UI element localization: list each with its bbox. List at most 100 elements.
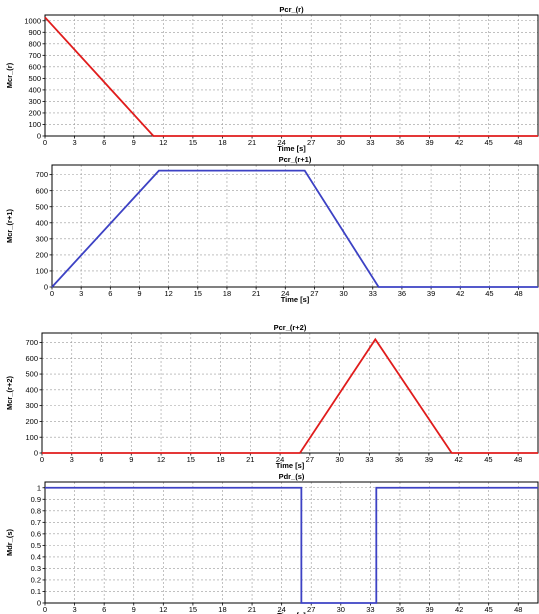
x-tick-label: 9 bbox=[137, 289, 141, 298]
x-tick-label: 27 bbox=[307, 138, 315, 147]
x-tick-label: 30 bbox=[339, 289, 347, 298]
y-tick-label: 100 bbox=[25, 433, 38, 442]
x-tick-label: 24 bbox=[276, 455, 284, 464]
series-line-1 bbox=[45, 486, 538, 604]
y-tick-label: 600 bbox=[35, 186, 48, 195]
series-line-1 bbox=[51, 169, 538, 288]
y-tick-label: 300 bbox=[28, 97, 41, 106]
x-tick-label: 0 bbox=[43, 605, 47, 614]
y-tick-label: 0.7 bbox=[31, 518, 41, 527]
y-tick-label: 700 bbox=[25, 338, 38, 347]
x-tick-label: 24 bbox=[281, 289, 289, 298]
y-tick-label: 0 bbox=[37, 132, 41, 141]
y-tick-label: 100 bbox=[28, 120, 41, 129]
x-tick-label: 39 bbox=[425, 605, 433, 614]
y-axis-title: Mdr_(s) bbox=[5, 528, 14, 556]
x-tick-label: 30 bbox=[337, 605, 345, 614]
x-tick-label: 42 bbox=[454, 455, 462, 464]
plot-background bbox=[45, 482, 538, 603]
x-tick-label: 0 bbox=[43, 138, 47, 147]
chart-panel-3: 0 3 6 9 12 15 18 21 24 27 30 33 36 39 42 45 480100200300… bbox=[5, 323, 539, 470]
y-tick-label: 200 bbox=[25, 417, 38, 426]
chart-panel-2: 0 3 6 9 12 15 18 21 24 27 30 33 36 39 42 45 480100200300… bbox=[5, 155, 539, 304]
x-tick-label: 27 bbox=[307, 605, 315, 614]
x-tick-label: 36 bbox=[398, 289, 406, 298]
x-tick-label: 27 bbox=[306, 455, 314, 464]
x-axis-title: Time [s] bbox=[277, 144, 306, 153]
x-tick-label: 48 bbox=[514, 455, 522, 464]
x-axis-title: Time [s] bbox=[281, 295, 310, 304]
x-tick-label: 42 bbox=[456, 289, 464, 298]
y-tick-label: 900 bbox=[28, 28, 41, 37]
x-tick-label: 15 bbox=[189, 138, 197, 147]
x-tick-label: 33 bbox=[366, 605, 374, 614]
y-tick-label: 1000 bbox=[24, 16, 41, 25]
y-tick-label: 0.6 bbox=[31, 529, 41, 538]
y-tick-label: 100 bbox=[35, 267, 48, 276]
x-tick-label: 21 bbox=[252, 289, 260, 298]
y-tick-label: 700 bbox=[28, 51, 41, 60]
x-tick-label: 6 bbox=[99, 455, 103, 464]
chart-title: Pdr_(s) bbox=[279, 472, 305, 481]
y-axis-title: Mcr_(r+1) bbox=[5, 209, 14, 243]
x-tick-label: 30 bbox=[337, 138, 345, 147]
x-tick-label: 27 bbox=[310, 289, 318, 298]
x-tick-label: 15 bbox=[187, 455, 195, 464]
x-tick-label: 12 bbox=[159, 605, 167, 614]
x-tick-label: 21 bbox=[248, 138, 256, 147]
x-tick-label: 45 bbox=[484, 455, 492, 464]
x-tick-label: 45 bbox=[485, 138, 493, 147]
x-axis-title: Time [s] bbox=[277, 611, 306, 614]
y-tick-label: 0.3 bbox=[31, 564, 41, 573]
y-tick-label: 600 bbox=[28, 62, 41, 71]
x-tick-label: 24 bbox=[277, 138, 285, 147]
y-tick-label: 600 bbox=[25, 354, 38, 363]
x-tick-label: 3 bbox=[72, 605, 76, 614]
y-tick-label: 0.2 bbox=[31, 576, 41, 585]
x-tick-label: 36 bbox=[396, 605, 404, 614]
x-tick-label: 39 bbox=[425, 138, 433, 147]
y-tick-label: 200 bbox=[35, 250, 48, 259]
plot-frame bbox=[51, 164, 539, 288]
x-tick-label: 6 bbox=[102, 138, 106, 147]
series-line-1 bbox=[44, 16, 538, 137]
y-axis-title: Mcr_(r) bbox=[5, 62, 14, 88]
x-axis-title: Time [s] bbox=[276, 461, 305, 470]
chart-title: Pcr_(r+1) bbox=[279, 155, 312, 164]
x-tick-label: 18 bbox=[216, 455, 224, 464]
y-tick-label: 0.8 bbox=[31, 506, 41, 515]
x-tick-label: 42 bbox=[455, 138, 463, 147]
x-tick-label: 3 bbox=[79, 289, 83, 298]
x-tick-label: 42 bbox=[455, 605, 463, 614]
x-tick-label: 3 bbox=[72, 138, 76, 147]
y-tick-label: 300 bbox=[35, 234, 48, 243]
x-tick-label: 18 bbox=[218, 138, 226, 147]
series-line-1 bbox=[42, 337, 538, 454]
x-tick-label: 36 bbox=[395, 455, 403, 464]
x-tick-label: 3 bbox=[70, 455, 74, 464]
y-tick-label: 500 bbox=[35, 202, 48, 211]
y-tick-label: 0 bbox=[34, 449, 38, 458]
y-tick-label: 200 bbox=[28, 109, 41, 118]
chart-panel-4: 0 3 6 9 12 15 18 21 24 27 30 33 36 39 42 45 4800.10.20.3… bbox=[5, 472, 539, 614]
chart-panel-1: 0 3 6 9 12 15 18 21 24 27 30 33 36 39 42 45 480100200300… bbox=[5, 5, 539, 153]
plot-background bbox=[45, 15, 538, 136]
y-tick-label: 400 bbox=[28, 86, 41, 95]
x-tick-label: 45 bbox=[485, 605, 493, 614]
y-tick-label: 0 bbox=[37, 599, 41, 608]
x-tick-label: 15 bbox=[194, 289, 202, 298]
x-tick-label: 12 bbox=[159, 138, 167, 147]
y-tick-label: 500 bbox=[25, 370, 38, 379]
y-tick-label: 0.9 bbox=[31, 495, 41, 504]
x-tick-label: 33 bbox=[366, 138, 374, 147]
x-tick-label: 36 bbox=[396, 138, 404, 147]
x-tick-label: 9 bbox=[129, 455, 133, 464]
x-tick-label: 48 bbox=[514, 605, 522, 614]
y-axis-title: Mcr_(r+2) bbox=[5, 376, 14, 410]
x-tick-label: 30 bbox=[335, 455, 343, 464]
plot-frame bbox=[44, 481, 539, 604]
x-tick-label: 6 bbox=[102, 605, 106, 614]
x-tick-label: 33 bbox=[365, 455, 373, 464]
x-tick-label: 39 bbox=[425, 455, 433, 464]
x-tick-label: 48 bbox=[514, 289, 522, 298]
